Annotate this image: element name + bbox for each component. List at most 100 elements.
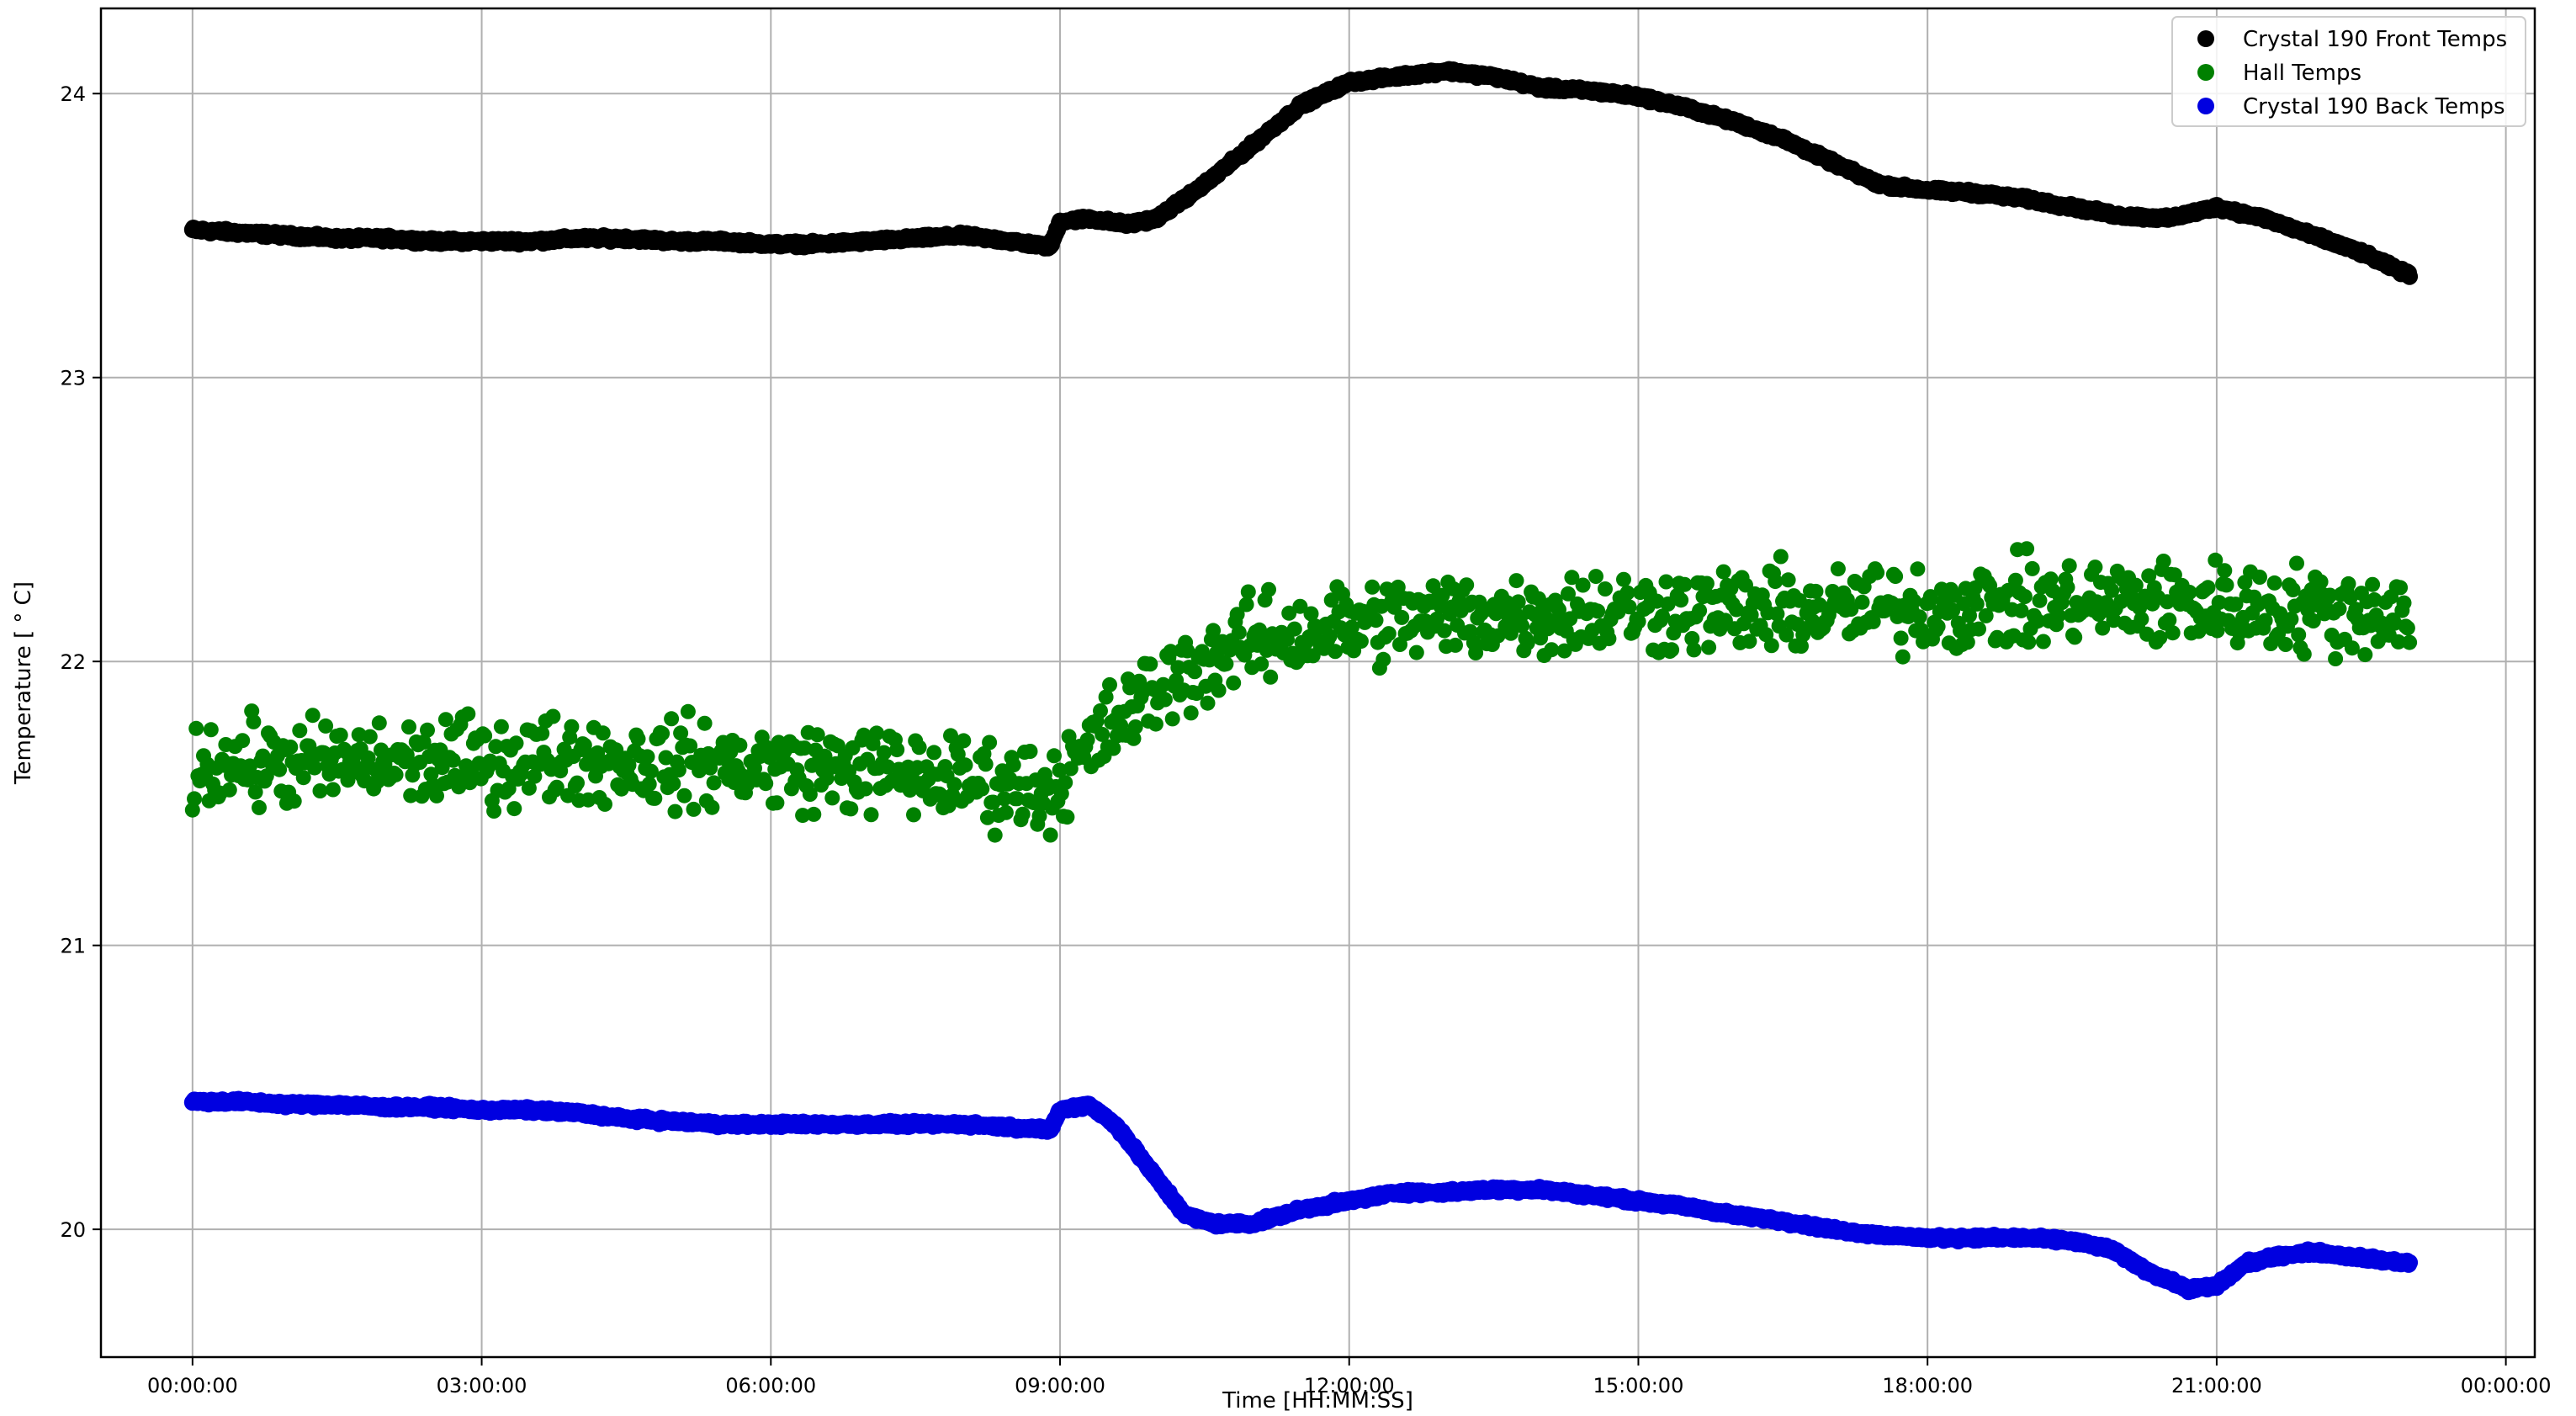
data-point <box>1677 576 1693 592</box>
data-point <box>2285 582 2301 597</box>
data-point <box>2291 627 2307 643</box>
data-point <box>2013 602 2029 618</box>
data-point <box>1906 593 1921 609</box>
data-point <box>1365 579 1381 595</box>
data-point <box>2133 611 2149 627</box>
data-point <box>2266 575 2282 591</box>
data-point <box>665 776 681 792</box>
data-point <box>667 803 683 819</box>
data-point <box>2050 607 2066 623</box>
data-point <box>362 729 378 745</box>
series-1 <box>184 541 2418 843</box>
data-point <box>824 790 840 806</box>
data-point <box>1079 732 1095 748</box>
series-layer <box>183 61 2419 1301</box>
data-point <box>187 791 202 807</box>
data-point <box>1187 664 1203 680</box>
series-0 <box>183 61 2419 285</box>
data-point <box>508 735 524 751</box>
data-point <box>643 763 659 779</box>
data-point <box>1448 637 1463 653</box>
data-point <box>641 777 657 792</box>
data-point <box>325 782 341 798</box>
data-point <box>1930 618 1946 634</box>
data-point <box>1164 711 1180 727</box>
data-point <box>188 720 204 736</box>
data-point <box>1893 630 1909 646</box>
data-point <box>477 728 493 744</box>
data-point <box>2087 560 2103 575</box>
data-point <box>2021 634 2037 650</box>
data-point <box>2296 646 2312 662</box>
data-point <box>1261 581 1276 597</box>
data-point <box>2217 563 2233 579</box>
data-point <box>1701 639 1717 655</box>
data-point <box>203 722 219 738</box>
data-point <box>2035 634 2051 650</box>
data-point <box>758 776 774 792</box>
data-point <box>2328 651 2344 666</box>
data-point <box>1254 656 1269 672</box>
data-point <box>445 752 461 768</box>
data-point <box>926 745 942 761</box>
data-point <box>1869 565 1885 581</box>
series-2 <box>183 1090 2419 1301</box>
data-point <box>2393 580 2409 596</box>
data-point <box>1057 775 1073 791</box>
data-point <box>1830 561 1846 577</box>
data-point <box>371 715 387 731</box>
data-point <box>2402 634 2418 650</box>
data-point <box>1519 635 1535 651</box>
data-point <box>1211 682 1227 698</box>
data-point <box>857 781 873 797</box>
data-point <box>420 722 435 738</box>
data-point <box>2152 629 2168 645</box>
data-point <box>1226 675 1242 691</box>
data-point <box>1575 577 1591 593</box>
data-point <box>869 725 884 741</box>
data-point <box>1200 695 1216 711</box>
data-point <box>704 799 720 815</box>
data-point <box>2401 268 2419 285</box>
data-point <box>2155 554 2171 569</box>
data-point <box>401 719 416 735</box>
data-point <box>460 706 476 722</box>
data-point <box>2181 585 2197 600</box>
data-point <box>2331 601 2347 617</box>
data-point <box>1218 656 1234 672</box>
data-point <box>1658 574 1674 590</box>
data-point <box>292 723 308 739</box>
data-point <box>1015 806 1031 822</box>
data-point <box>946 777 962 793</box>
data-point <box>1616 571 1631 587</box>
data-point <box>1692 602 1708 618</box>
data-point <box>2289 555 2304 571</box>
data-point <box>889 742 905 758</box>
data-point <box>595 725 611 741</box>
data-point <box>2283 611 2299 627</box>
data-point <box>1895 649 1911 665</box>
data-point <box>1031 808 1047 824</box>
data-point <box>493 719 509 735</box>
data-point <box>1911 609 1927 625</box>
data-point <box>286 793 302 809</box>
data-point <box>1436 623 1452 639</box>
data-point <box>1971 621 1986 637</box>
data-point <box>312 783 328 798</box>
data-point <box>2200 580 2216 596</box>
data-point <box>2399 620 2415 636</box>
data-point <box>647 790 663 806</box>
data-point <box>639 749 655 765</box>
data-point <box>1368 613 1384 628</box>
data-point <box>2024 560 2040 576</box>
data-point <box>906 807 921 823</box>
data-point <box>2252 570 2267 585</box>
data-point <box>305 708 321 724</box>
data-point <box>1588 569 1603 585</box>
data-point <box>911 740 927 756</box>
data-point <box>1263 669 1279 685</box>
data-point <box>1022 744 1038 759</box>
data-point <box>1353 634 1369 650</box>
data-point <box>2067 629 2083 645</box>
data-point <box>1773 549 1789 565</box>
